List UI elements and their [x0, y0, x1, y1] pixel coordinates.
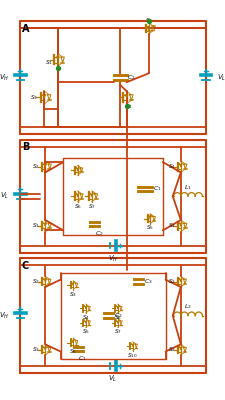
Text: $S_3$: $S_3$ [30, 93, 38, 102]
Text: $V_L$: $V_L$ [217, 73, 225, 83]
Text: $S_{10}$: $S_{10}$ [127, 352, 138, 360]
Text: $V_L$: $V_L$ [0, 191, 9, 201]
Text: $S_2$: $S_2$ [168, 222, 176, 230]
Text: $C_1$: $C_1$ [79, 354, 87, 363]
Text: $S_4$: $S_4$ [82, 313, 90, 322]
Text: B: B [22, 142, 29, 152]
Text: $L_1$: $L_1$ [184, 183, 192, 192]
Text: $S_7$: $S_7$ [88, 202, 96, 210]
Text: $C_2$: $C_2$ [127, 73, 136, 82]
Text: $V_H$: $V_H$ [0, 73, 9, 83]
Text: $S_4$: $S_4$ [125, 102, 133, 111]
Text: $S_3$: $S_3$ [32, 345, 40, 354]
Text: $S_6$: $S_6$ [114, 313, 122, 322]
Text: C: C [22, 261, 29, 271]
Text: $S_1$: $S_1$ [45, 58, 53, 67]
Text: $S_7$: $S_7$ [114, 327, 122, 336]
Text: $S_2$: $S_2$ [32, 277, 40, 286]
Text: $S_2$: $S_2$ [168, 277, 176, 286]
Text: $S_2$: $S_2$ [32, 162, 40, 171]
Text: $S_6$: $S_6$ [69, 347, 77, 356]
Text: $C_2$: $C_2$ [95, 230, 103, 238]
Text: $S_1$: $S_1$ [32, 222, 40, 230]
Text: $S_5$: $S_5$ [146, 223, 154, 232]
Text: $C_2$: $C_2$ [114, 311, 123, 320]
Text: $V_H$: $V_H$ [108, 254, 118, 264]
Text: $C_1$: $C_1$ [153, 184, 162, 194]
Text: $S_3$: $S_3$ [69, 290, 77, 298]
Text: $S_2$: $S_2$ [168, 345, 176, 354]
Text: $S_5$: $S_5$ [82, 327, 90, 336]
Text: $V_L$: $V_L$ [108, 374, 118, 384]
Text: $S_4$: $S_4$ [168, 162, 176, 171]
Text: $L_2$: $L_2$ [184, 302, 192, 311]
Text: $S_6$: $S_6$ [74, 202, 82, 210]
Text: $C_3$: $C_3$ [144, 277, 152, 286]
Text: $S_2$: $S_2$ [145, 16, 153, 25]
Text: A: A [22, 24, 29, 34]
Text: $V_H$: $V_H$ [0, 310, 9, 321]
